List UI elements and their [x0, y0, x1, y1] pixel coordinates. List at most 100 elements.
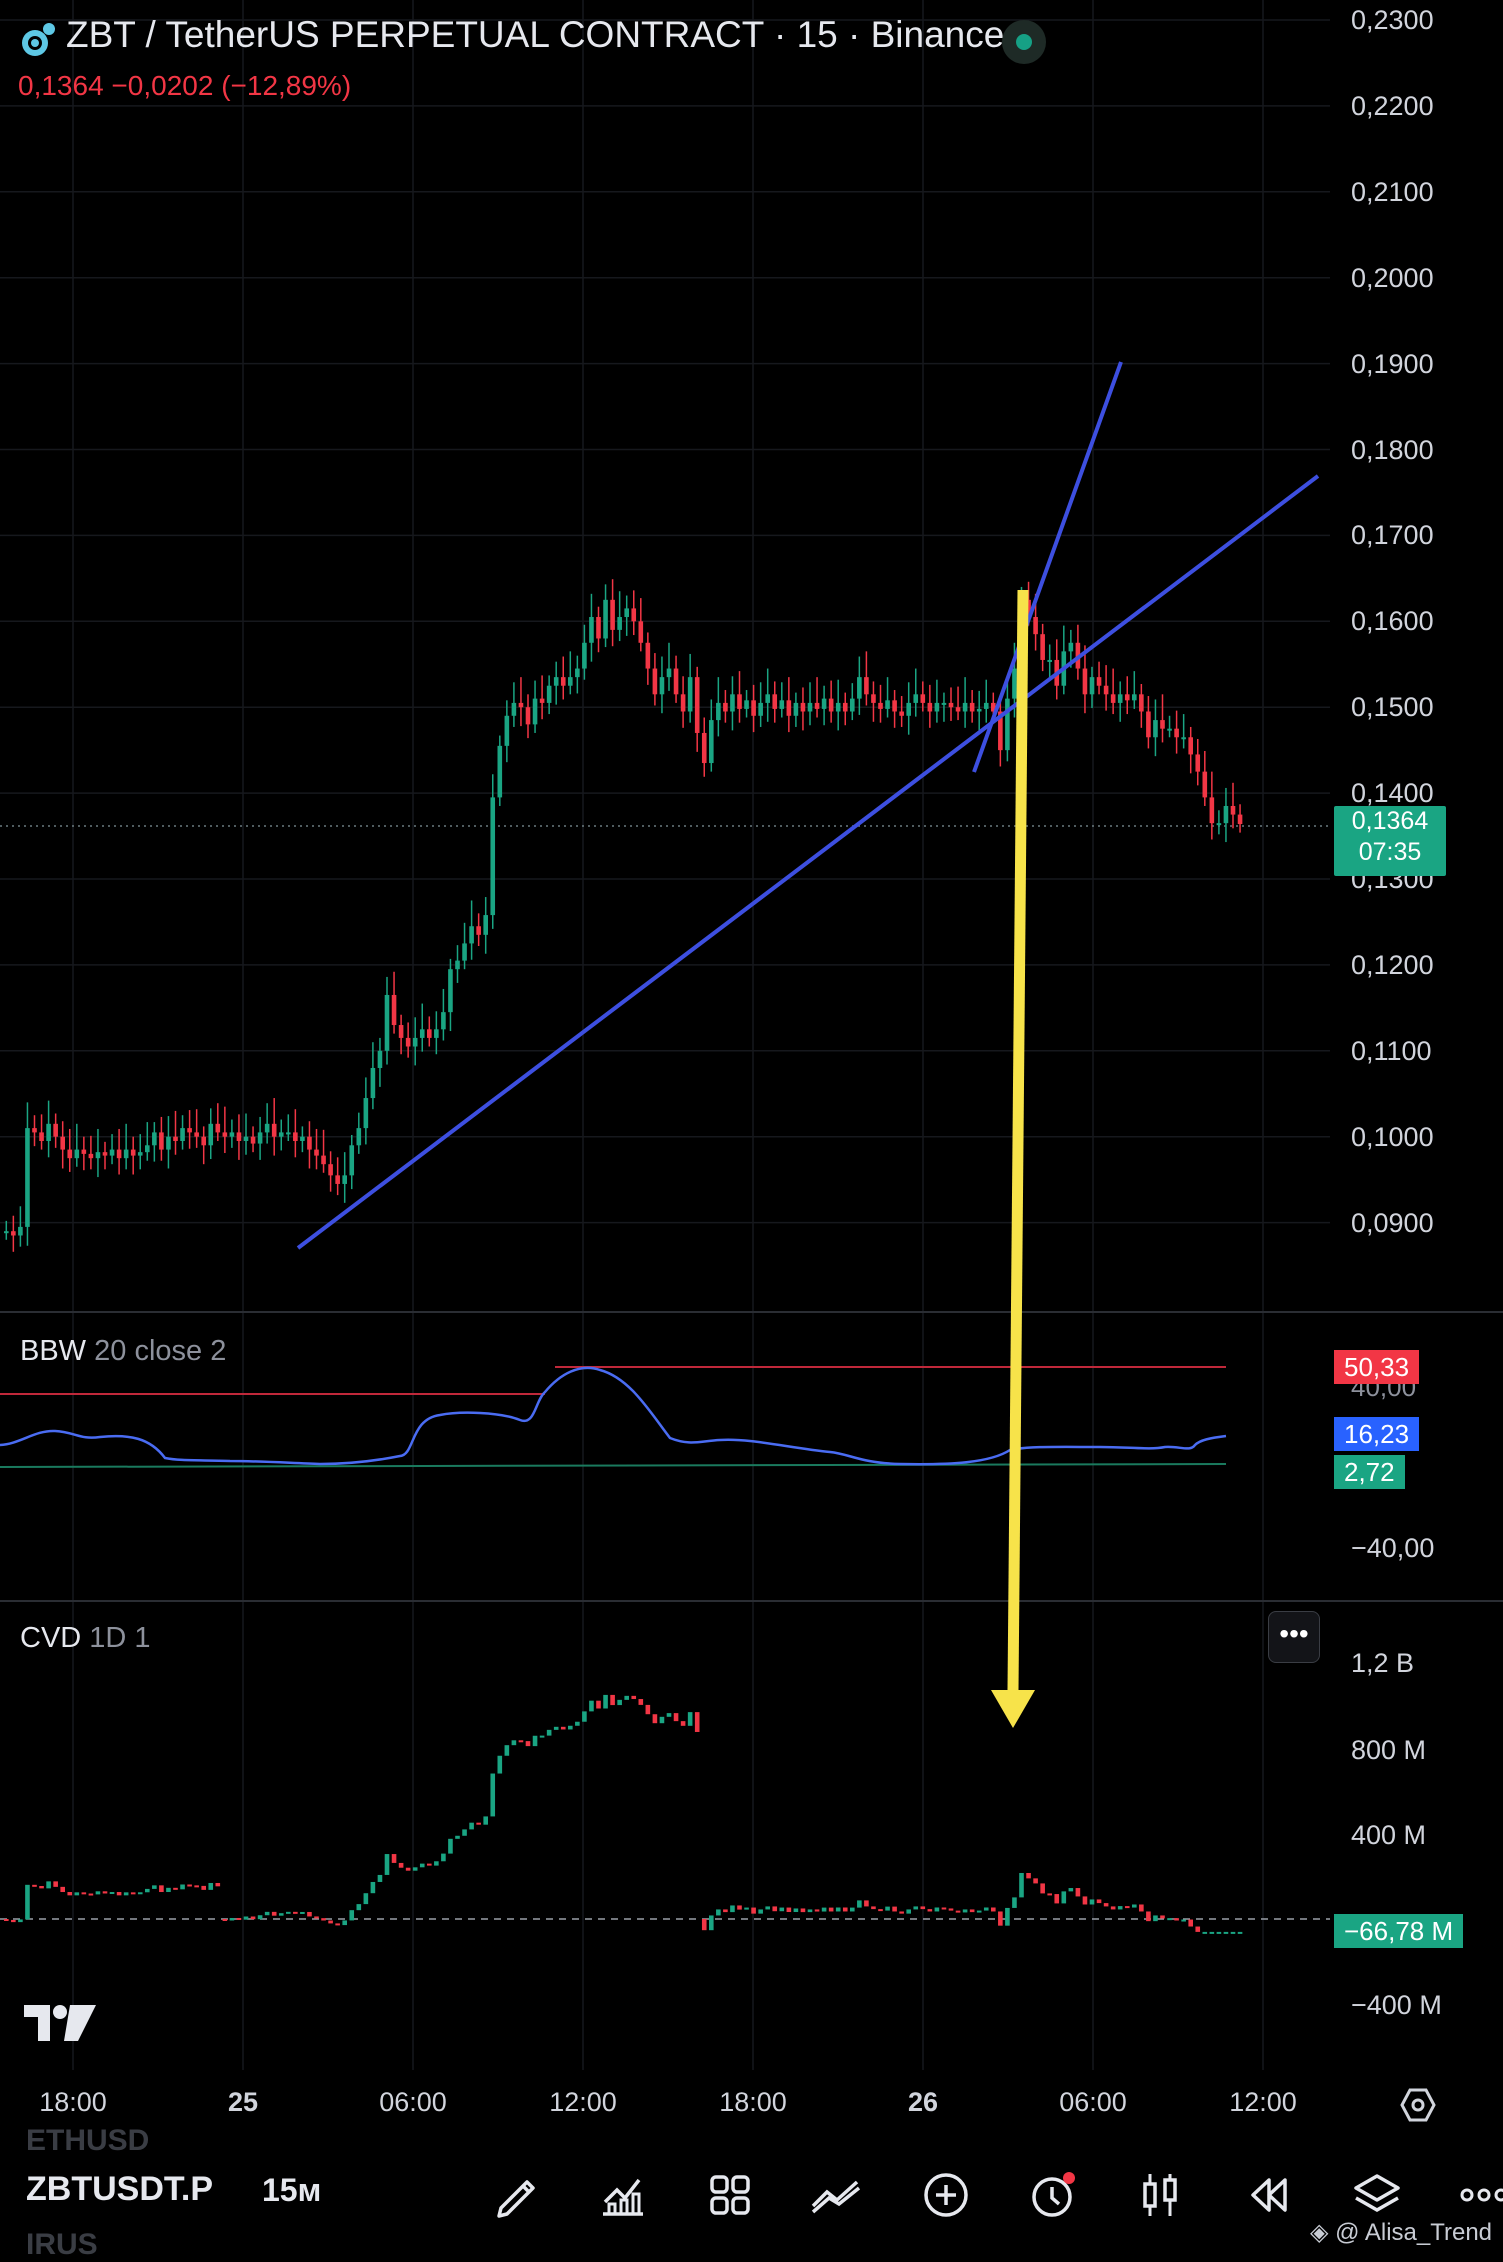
candle-body: [95, 1152, 101, 1159]
chart-type-icon[interactable]: [1133, 2168, 1187, 2222]
symbol-list-prev[interactable]: ETHUSD: [26, 2124, 150, 2157]
symbol-selector[interactable]: ZBTUSDT.P: [26, 2170, 213, 2208]
candle-body: [976, 708, 982, 712]
cvd-bar: [892, 1906, 897, 1912]
candle-body: [1223, 805, 1229, 824]
candle-body: [1209, 797, 1215, 824]
cvd-bar: [222, 1919, 228, 1921]
cvd-tick-1: 1,2 B: [1351, 1648, 1415, 1678]
cvd-bar: [807, 1909, 813, 1913]
cvd-bar: [1068, 1888, 1074, 1892]
candle-body: [765, 694, 770, 703]
cvd-bar: [1075, 1888, 1081, 1897]
cvd-bar: [1040, 1883, 1045, 1894]
cvd-bar: [173, 1887, 178, 1890]
alert-icon[interactable]: [1026, 2168, 1080, 2222]
candle-body: [1153, 720, 1158, 738]
cvd-bar: [412, 1867, 418, 1871]
price-tick-label: 0,0900: [1351, 1207, 1434, 1238]
candle-body: [603, 599, 608, 639]
cvd-bar: [356, 1904, 362, 1911]
candle-body: [391, 994, 397, 1026]
cvd-bar: [243, 1916, 249, 1920]
candle-body: [1110, 694, 1116, 703]
cvd-bar: [659, 1716, 665, 1724]
candle-body: [229, 1132, 235, 1137]
candle-body: [384, 994, 390, 1051]
candle-body: [497, 745, 503, 798]
candle-body: [398, 1025, 404, 1038]
price-tick-label: 0,1900: [1351, 348, 1434, 379]
trendline-support[interactable]: [296, 474, 1320, 1250]
candle-body: [568, 677, 573, 686]
replay-icon[interactable]: [1241, 2168, 1295, 2222]
candle-body: [927, 702, 933, 712]
add-icon[interactable]: [919, 2168, 973, 2222]
candle-body: [511, 702, 517, 716]
cvd-bar: [962, 1909, 968, 1913]
pane-dividers: [0, 1311, 1503, 1602]
cvd-bar: [532, 1735, 538, 1747]
cvd-bar: [278, 1913, 284, 1916]
cvd-bar: [208, 1882, 214, 1890]
cvd-bar: [687, 1712, 693, 1726]
candle-body: [955, 707, 961, 712]
candle-body: [1103, 685, 1109, 695]
candle-body: [694, 677, 700, 733]
candle-body: [300, 1136, 305, 1141]
time-tick-label: 25: [227, 2087, 259, 2117]
settings-icon[interactable]: [1400, 2087, 1436, 2123]
candle-body: [582, 642, 587, 669]
cvd-bar: [39, 1885, 44, 1889]
cvd-bar: [716, 1909, 721, 1916]
draw-icon[interactable]: [489, 2168, 543, 2222]
cvd-title: CVD: [20, 1622, 82, 1654]
bbw-lower-tag: 2,72: [1334, 1455, 1405, 1489]
candle-body: [130, 1149, 136, 1156]
cvd-bar: [194, 1885, 199, 1888]
cvd-bar: [723, 1909, 728, 1913]
candle-body: [335, 1175, 340, 1184]
candle-body: [878, 702, 883, 709]
cvd-tick-4: −400 M: [1351, 1990, 1442, 2020]
compare-icon[interactable]: [809, 2168, 863, 2222]
cvd-bar: [955, 1910, 961, 1913]
candle-body: [1181, 737, 1186, 740]
time-tick-label: 18:00: [719, 2087, 787, 2117]
candle-body: [4, 1231, 9, 1234]
candle-body: [1202, 771, 1208, 798]
cvd-bar: [307, 1911, 312, 1917]
market-status-icon[interactable]: [1002, 20, 1046, 64]
more-icon[interactable]: [1457, 2168, 1503, 2222]
candle-body: [991, 702, 996, 712]
last-price-value: 0,1364: [1351, 807, 1429, 835]
bottom-toolbar: [0, 2135, 1503, 2261]
price-change-readout: 0,1364 −0,0202 (−12,89%): [18, 70, 352, 101]
candle-body: [835, 702, 841, 712]
layout-icon[interactable]: [703, 2168, 757, 2222]
candle-body: [1068, 642, 1074, 652]
cvd-bar: [666, 1713, 672, 1717]
candle-body: [673, 668, 679, 695]
cvd-legend[interactable]: CVD 1D 1: [20, 1622, 151, 1655]
cvd-bar: [74, 1892, 80, 1896]
candle-body: [786, 700, 792, 716]
timeframe-selector[interactable]: 15м: [262, 2172, 322, 2208]
cvd-more-button[interactable]: •••: [1268, 1611, 1320, 1663]
candle-body: [11, 1231, 16, 1236]
cvd-bar: [384, 1854, 390, 1875]
cvd-bar: [257, 1915, 263, 1920]
cvd-tick-3: 400 M: [1351, 1820, 1427, 1850]
trendline-steep[interactable]: [972, 361, 1123, 773]
candle-body: [716, 702, 721, 721]
bbw-legend[interactable]: BBW 20 close 2: [20, 1335, 226, 1368]
symbol-title[interactable]: ZBT / TetherUS PERPETUAL CONTRACT · 15 ·…: [66, 14, 1005, 55]
symbol-list-next[interactable]: IRUS: [26, 2228, 98, 2261]
indicators-icon[interactable]: [595, 2168, 649, 2222]
layers-icon[interactable]: [1350, 2168, 1404, 2222]
bbw-title: BBW: [20, 1335, 87, 1367]
candle-body: [864, 677, 869, 695]
cvd-bar: [927, 1909, 933, 1912]
cvd-bar: [137, 1892, 143, 1895]
